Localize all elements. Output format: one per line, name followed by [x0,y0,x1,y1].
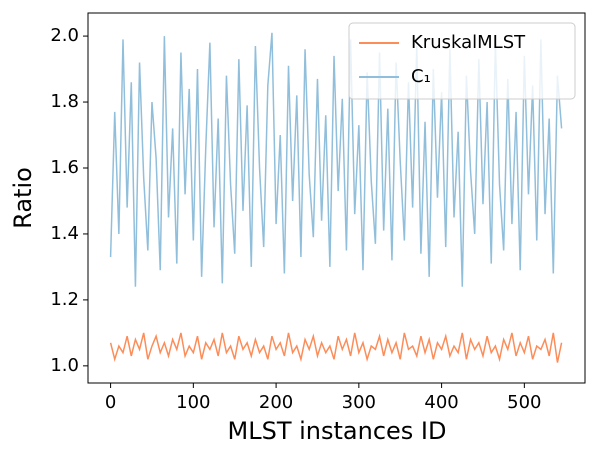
legend-box [348,22,576,100]
series-line [109,32,563,287]
plot-frame [87,12,586,384]
x-tick-label: 0 [105,392,116,413]
y-tick-label: 1.6 [50,157,79,178]
x-tick-label: 100 [176,392,210,413]
y-tick-label: 1.2 [50,289,79,310]
series-line [109,332,563,363]
y-tick-label: 1.8 [50,91,79,112]
x-tick-label: 300 [342,392,376,413]
y-tick-label: 1.0 [50,355,79,376]
x-tick-label: 500 [507,392,541,413]
x-tick-label: 400 [424,392,458,413]
y-axis-label: Ratio [9,167,37,229]
y-tick-label: 2.0 [50,25,79,46]
y-tick-label: 1.4 [50,223,79,244]
legend-label: KruskalMLST [411,32,526,53]
legend-label: C₁ [411,66,431,87]
x-tick-label: 200 [259,392,293,413]
x-axis-label: MLST instances ID [228,417,447,445]
